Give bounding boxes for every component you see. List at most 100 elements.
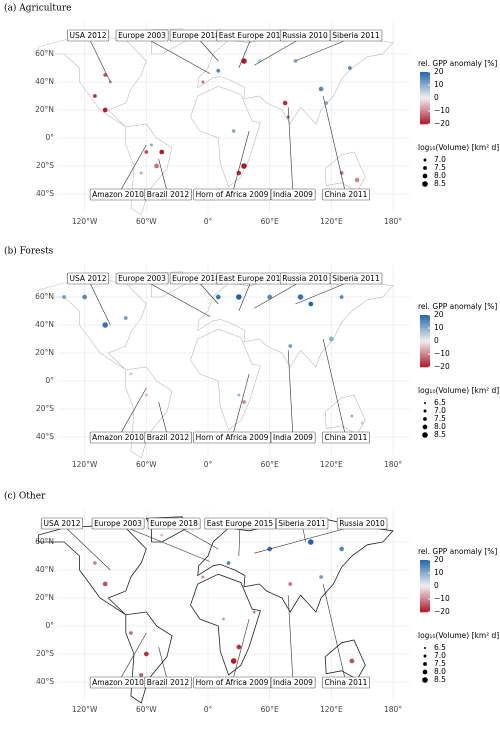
y-tick-label: 40°S xyxy=(36,677,54,686)
event-label-box xyxy=(322,676,370,689)
event-label-box xyxy=(115,272,169,285)
colorbar-step xyxy=(420,343,430,347)
event-label-box xyxy=(275,517,329,530)
colorbar-step xyxy=(420,588,430,592)
event-label: Brazil 2012 xyxy=(147,190,190,199)
colorbar-step xyxy=(420,565,430,569)
size-label: 7.5 xyxy=(434,414,446,423)
event-label: Amazon 2010 xyxy=(92,433,144,442)
event-label: Siberia 2011 xyxy=(332,31,380,40)
event-point xyxy=(350,414,354,418)
event-label-box xyxy=(67,272,110,285)
y-tick-label: 20°S xyxy=(36,161,54,170)
colorbar-step xyxy=(420,322,430,326)
colorbar-step xyxy=(420,601,430,605)
event-label: India 2009 xyxy=(273,190,313,199)
event-label: East Europe 2015 xyxy=(219,274,286,283)
event-point xyxy=(139,171,143,175)
size-label: 8.5 xyxy=(434,179,446,188)
size-key xyxy=(422,424,428,430)
leader-line xyxy=(287,107,294,196)
color-legend-title: rel. GPP anomaly [%] xyxy=(418,59,497,68)
x-tick-label: 0° xyxy=(204,705,213,714)
panel-title: (b) Forests xyxy=(4,246,54,257)
y-tick-label: 20°N xyxy=(35,593,54,602)
event-point xyxy=(347,66,352,70)
size-label: 7.0 xyxy=(434,406,446,415)
x-tick-label: 60°W xyxy=(136,460,157,469)
event-point xyxy=(129,372,133,376)
x-tick-label: 60°W xyxy=(136,705,157,714)
leader-line xyxy=(322,95,347,196)
panel-title: (c) Other xyxy=(4,491,46,502)
panel: (c) Other 60°N 40°N 20°N 0° 20°S 40°S 120°W 60°W… xyxy=(4,491,499,715)
colorbar-step xyxy=(420,320,430,324)
event-point xyxy=(308,301,314,307)
event-label-box xyxy=(329,29,383,42)
panel: (a) Agriculture 60°N 40°N 20°N 0° 20°S 40°S 120… xyxy=(4,3,499,227)
event-label: Europe 2018 xyxy=(150,519,198,528)
x-tick-label: 180° xyxy=(384,217,402,226)
size-label: 7.0 xyxy=(434,651,446,660)
size-legend-title: log₁₀(Volume) [km² d] xyxy=(418,143,499,152)
event-label: Russia 2010 xyxy=(282,274,328,283)
size-label: 8.0 xyxy=(434,667,446,676)
size-label: 8.5 xyxy=(434,430,446,439)
size-key xyxy=(423,654,427,658)
x-tick-label: 120°W xyxy=(72,217,98,226)
event-point xyxy=(102,107,108,113)
event-point xyxy=(102,581,108,587)
event-label-box xyxy=(67,29,110,42)
event-label-box xyxy=(115,29,169,42)
x-tick-label: 60°E xyxy=(261,705,279,714)
event-point xyxy=(339,295,344,299)
leader-line xyxy=(322,338,347,439)
leader-line xyxy=(287,350,294,439)
colorbar-step xyxy=(420,567,430,571)
colorbar-step xyxy=(420,100,430,104)
x-tick-label: 180° xyxy=(384,705,402,714)
colorbar-label: 0 xyxy=(434,581,439,590)
size-label: 6.5 xyxy=(434,643,446,652)
event-point xyxy=(231,129,236,133)
event-label-box xyxy=(322,431,370,444)
event-point xyxy=(288,344,293,348)
event-label-box xyxy=(270,431,316,444)
event-point xyxy=(215,294,221,300)
y-tick-label: 40°N xyxy=(35,320,54,329)
event-point xyxy=(201,575,205,579)
colorbar-step xyxy=(420,354,430,357)
size-key xyxy=(422,677,428,683)
colorbar-step xyxy=(420,79,430,83)
event-point xyxy=(201,80,205,84)
event-label: Brazil 2012 xyxy=(147,433,190,442)
colorbar-step xyxy=(420,596,430,600)
y-tick-label: 0° xyxy=(45,376,54,385)
size-key xyxy=(422,173,428,179)
colorbar-step xyxy=(420,606,430,610)
x-tick-label: 120°W xyxy=(72,460,98,469)
colorbar-step xyxy=(420,338,430,342)
x-tick-label: 60°E xyxy=(261,217,279,226)
land xyxy=(324,151,366,192)
event-point xyxy=(144,150,149,154)
colorbar-step xyxy=(420,90,430,94)
event-label: Siberia 2011 xyxy=(278,519,326,528)
colorbar-step xyxy=(420,98,430,101)
event-label: East Europe 2015 xyxy=(207,519,274,528)
colorbar-step xyxy=(420,335,430,339)
event-label: Europe 2003 xyxy=(118,31,166,40)
size-key xyxy=(423,409,427,413)
size-label: 7.5 xyxy=(434,659,446,668)
colorbar-label: −10 xyxy=(434,349,450,358)
y-tick-label: 60°N xyxy=(35,537,54,546)
land xyxy=(197,517,394,613)
y-tick-label: 40°N xyxy=(35,77,54,86)
event-label: Amazon 2010 xyxy=(92,678,144,687)
size-key xyxy=(422,669,428,675)
colorbar-step xyxy=(420,575,430,579)
leader-line xyxy=(117,523,211,562)
land xyxy=(324,394,366,435)
leader-line xyxy=(238,523,241,557)
event-label: Europe 2018 xyxy=(172,274,220,283)
